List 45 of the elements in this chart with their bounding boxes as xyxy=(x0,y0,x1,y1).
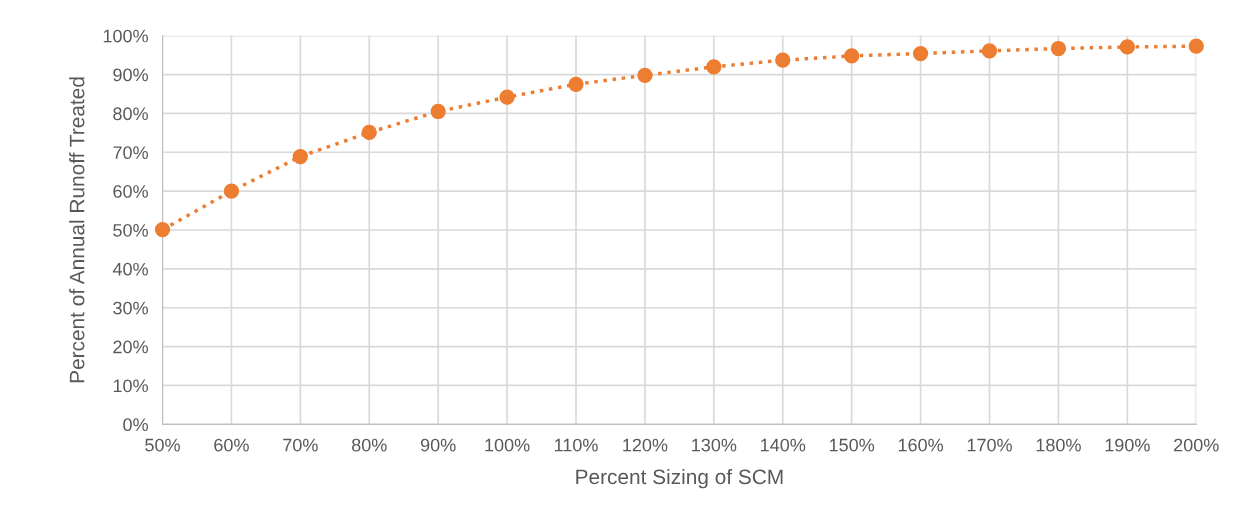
x-tick-label: 130% xyxy=(692,438,737,452)
point xyxy=(981,43,998,59)
point xyxy=(844,48,860,64)
y-tick-label: 0% xyxy=(123,418,148,432)
x-tick-label: 160% xyxy=(898,438,944,452)
point xyxy=(223,183,240,199)
point xyxy=(775,52,791,68)
y-tick-label: 70% xyxy=(113,146,148,160)
y-tick-label: 20% xyxy=(113,340,148,354)
y-tick-label: 100% xyxy=(103,29,148,43)
point xyxy=(1050,40,1067,57)
point xyxy=(361,124,377,141)
point xyxy=(637,67,653,83)
point xyxy=(292,148,308,165)
y-tick-label: 50% xyxy=(113,223,148,237)
point xyxy=(706,59,722,75)
point xyxy=(1188,38,1204,54)
x-tick-label: 140% xyxy=(761,438,806,452)
point xyxy=(430,103,446,120)
y-tick-label: 30% xyxy=(113,301,148,315)
x-tick-label: 60% xyxy=(214,438,249,452)
x-axis-title: Percent Sizing of SCM xyxy=(576,468,783,489)
point xyxy=(1119,39,1135,55)
y-tick-label: 10% xyxy=(113,379,148,393)
y-tick-label: 90% xyxy=(113,68,148,82)
point xyxy=(912,45,929,62)
y-tick-label: 80% xyxy=(113,107,148,121)
x-tick-label: 200% xyxy=(1174,438,1219,452)
point xyxy=(568,76,584,92)
x-tick-label: 70% xyxy=(283,438,318,452)
x-tick-label: 190% xyxy=(1105,438,1150,452)
y-axis-title: Percent of Annual Runoff Treated xyxy=(69,77,85,383)
point xyxy=(154,221,171,238)
x-tick-label: 100% xyxy=(485,438,530,452)
x-tick-label: 110% xyxy=(554,438,598,452)
point xyxy=(499,89,515,105)
y-tick-label: 60% xyxy=(113,185,148,198)
x-tick-label: 180% xyxy=(1036,438,1081,452)
y-tick-label: 40% xyxy=(112,262,148,276)
x-tick-label: 150% xyxy=(829,438,875,452)
x-tick-label: 90% xyxy=(420,438,456,452)
x-tick-label: 170% xyxy=(967,438,1012,452)
x-tick-label: 120% xyxy=(623,438,668,452)
x-tick-label: 80% xyxy=(351,438,387,452)
x-tick-label: 50% xyxy=(145,438,180,452)
